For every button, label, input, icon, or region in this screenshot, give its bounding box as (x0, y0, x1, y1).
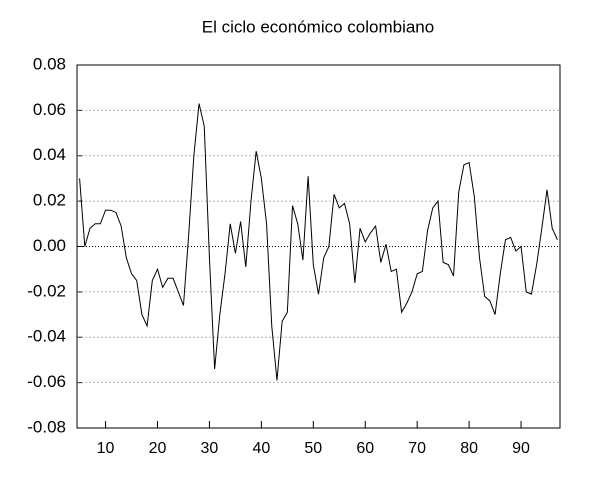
y-tick-label: 0.02 (33, 191, 66, 210)
x-tick-label: 10 (97, 440, 115, 457)
x-tick-label: 80 (460, 440, 478, 457)
x-tick-label: 40 (252, 440, 270, 457)
x-tick-label: 70 (408, 440, 426, 457)
y-tick-label: -0.08 (27, 417, 66, 436)
y-tick-label: 0.08 (33, 54, 66, 73)
y-tick-label: 0.00 (33, 236, 66, 255)
x-tick-label: 20 (149, 440, 167, 457)
plot-frame (76, 64, 561, 429)
series-line (79, 103, 558, 381)
x-tick-label: 90 (512, 440, 530, 457)
x-tick-label: 30 (201, 440, 219, 457)
y-tick-label: -0.06 (27, 372, 66, 391)
y-tick-label: 0.04 (33, 145, 66, 164)
y-tick-label: -0.04 (27, 327, 66, 346)
x-tick-label: 60 (356, 440, 374, 457)
chart-title: El ciclo económico colombiano (202, 17, 434, 36)
x-tick-label: 50 (304, 440, 322, 457)
y-tick-label: 0.06 (33, 100, 66, 119)
y-tick-label: -0.02 (27, 281, 66, 300)
